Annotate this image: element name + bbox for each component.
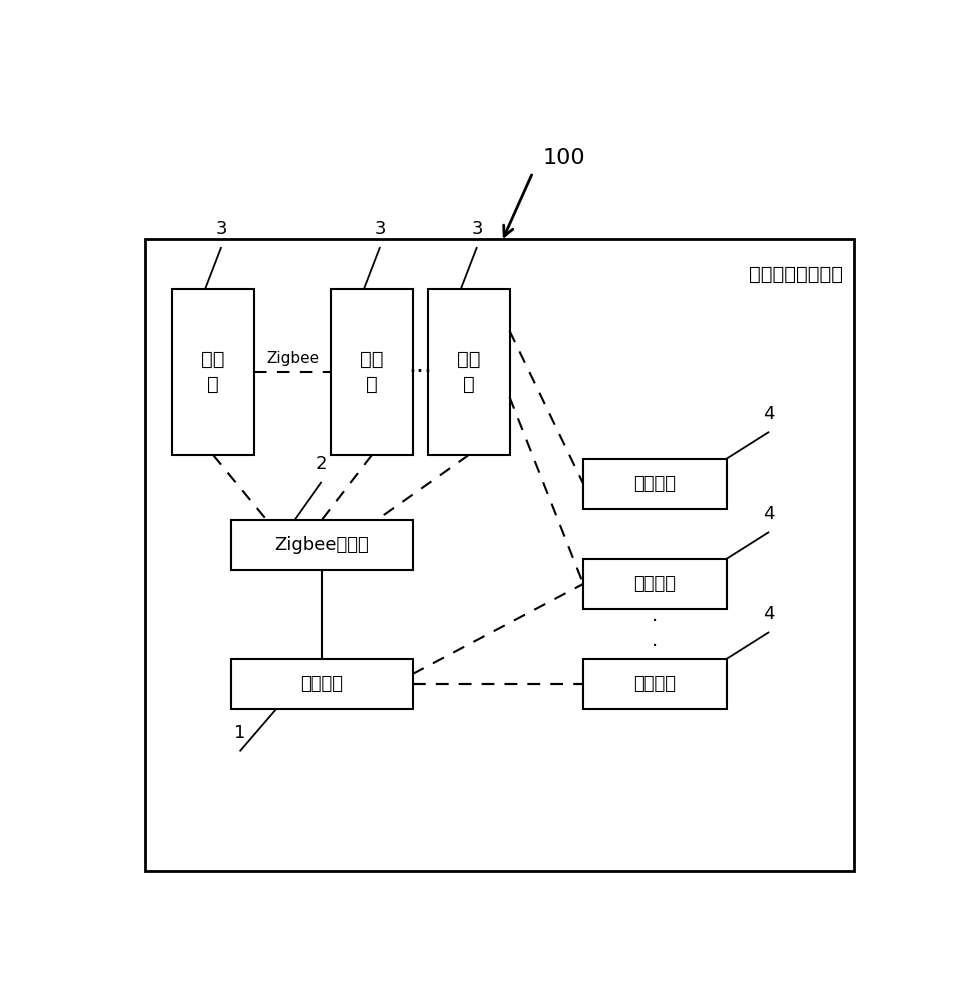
- Text: 车位
锁: 车位 锁: [457, 350, 480, 394]
- Text: 车位
锁: 车位 锁: [360, 350, 384, 394]
- Text: 4: 4: [763, 505, 775, 523]
- Bar: [583, 659, 726, 709]
- Bar: [173, 289, 254, 455]
- Text: 手持终端: 手持终端: [633, 575, 676, 593]
- Bar: [230, 659, 413, 709]
- Text: 联网车位控制系统: 联网车位控制系统: [749, 264, 842, 284]
- Text: 1: 1: [234, 724, 245, 742]
- Text: 3: 3: [471, 220, 483, 238]
- Text: Zigbee: Zigbee: [265, 351, 319, 366]
- Bar: [331, 289, 413, 455]
- Text: 4: 4: [763, 605, 775, 623]
- Bar: [583, 459, 726, 509]
- Text: 3: 3: [216, 220, 227, 238]
- Text: ···: ···: [408, 360, 432, 384]
- Text: 2: 2: [316, 455, 327, 473]
- Text: Zigbee协调器: Zigbee协调器: [274, 536, 369, 554]
- Text: 车位
锁: 车位 锁: [201, 350, 224, 394]
- Text: 手持终端: 手持终端: [633, 475, 676, 493]
- Text: 3: 3: [375, 220, 386, 238]
- Bar: [428, 289, 509, 455]
- Bar: [230, 520, 413, 570]
- Text: 100: 100: [543, 148, 585, 168]
- Text: ·
·: · ·: [652, 612, 658, 656]
- Bar: [583, 559, 726, 609]
- Text: 手持终端: 手持终端: [633, 675, 676, 693]
- Text: 4: 4: [763, 405, 775, 423]
- Text: 中心系统: 中心系统: [300, 675, 343, 693]
- Bar: [145, 239, 854, 871]
